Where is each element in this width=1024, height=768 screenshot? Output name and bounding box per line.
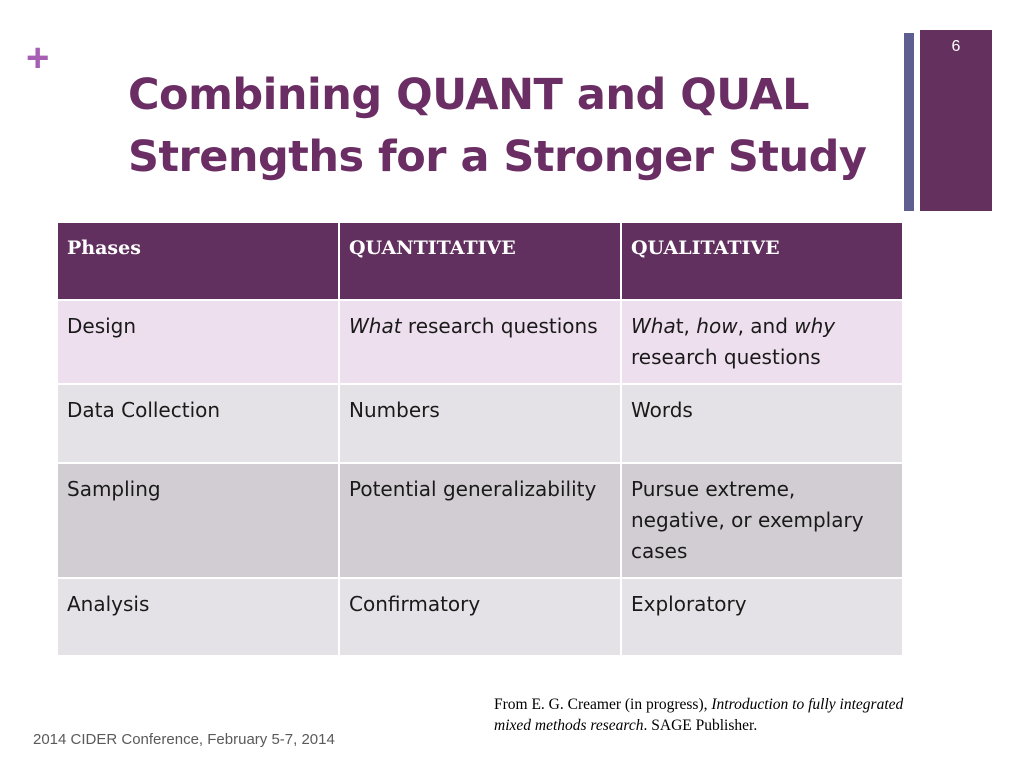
- quant-cell: Numbers: [338, 383, 622, 464]
- slide-title-line-1: Combining QUANT and QUAL: [128, 70, 810, 120]
- phase-cell: Sampling: [56, 462, 340, 579]
- footer-text: 2014 CIDER Conference, February 5-7, 201…: [33, 731, 335, 748]
- cell-text: , and: [737, 314, 795, 338]
- citation: From E. G. Creamer (in progress), Introd…: [494, 694, 924, 736]
- table-header-row: Phases QUANTITATIVE QUALITATIVE: [56, 221, 904, 301]
- slide-title: Combining QUANT and QUAL Strengths for a…: [128, 64, 888, 188]
- phase-cell: Data Collection: [56, 383, 340, 464]
- plus-icon: +: [26, 36, 50, 80]
- citation-prefix: From E. G. Creamer (in progress): [494, 696, 704, 713]
- qual-cell: What, how, and why research questions: [620, 299, 904, 385]
- table-row: Analysis Confirmatory Exploratory: [56, 577, 904, 657]
- table-row: Design What research questions What, how…: [56, 299, 904, 385]
- emphasis-text: Wha: [631, 314, 676, 338]
- table-row: Data Collection Numbers Words: [56, 383, 904, 464]
- header-quantitative: QUANTITATIVE: [338, 221, 622, 301]
- header-qualitative: QUALITATIVE: [620, 221, 904, 301]
- phase-cell: Design: [56, 299, 340, 385]
- accent-bar: [904, 33, 914, 211]
- citation-suffix: . SAGE Publisher.: [643, 717, 758, 734]
- quant-cell: Potential generalizability: [338, 462, 622, 579]
- slide-title-line-2: Strengths for a Stronger Study: [128, 132, 867, 182]
- cell-text: research questions: [631, 345, 821, 369]
- cell-text: research questions: [401, 314, 598, 338]
- qual-cell: Exploratory: [620, 577, 904, 657]
- accent-block: [920, 30, 992, 211]
- qual-cell: Pursue extreme, negative, or exemplary c…: [620, 462, 904, 579]
- citation-book-title: Introduction to fully integrated mixed m…: [494, 696, 904, 734]
- qual-cell: Words: [620, 383, 904, 464]
- citation-comma: ,: [703, 696, 712, 713]
- table-row: Sampling Potential generalizability Purs…: [56, 462, 904, 579]
- cell-text: t,: [675, 314, 697, 338]
- quant-cell: Confirmatory: [338, 577, 622, 657]
- phase-cell: Analysis: [56, 577, 340, 657]
- quant-cell: What research questions: [338, 299, 622, 385]
- header-phases: Phases: [56, 221, 340, 301]
- comparison-table: Phases QUANTITATIVE QUALITATIVE Design W…: [56, 221, 904, 657]
- emphasis-text: What: [349, 314, 402, 338]
- emphasis-text: why: [794, 314, 836, 338]
- slide-number: 6: [951, 38, 961, 55]
- emphasis-text: how: [696, 314, 738, 338]
